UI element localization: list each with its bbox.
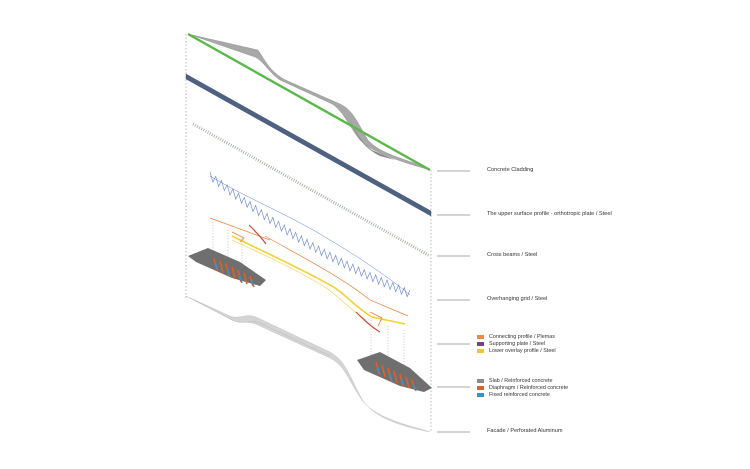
legend-label: Supporting plate / Steel (489, 341, 546, 347)
label-facade: Facade / Perforated Aluminum (487, 428, 563, 434)
legend-item-fixed-concrete: Fixed reinforced concrete (477, 392, 550, 398)
legend-label: Diaphragm / Reinforced concrete (489, 385, 569, 391)
label-concrete-cladding: Concrete Cladding (487, 167, 534, 173)
label-overhanging-grid: Overhanging grid / Steel (487, 296, 548, 302)
label-cross-beams: Cross beams / Steel (487, 252, 538, 258)
legend-item-slab: Slab / Reinforced concrete (477, 378, 553, 384)
overhanging-grid-layer (209, 171, 411, 298)
swatch-fixed-concrete (477, 393, 484, 397)
swatch-slab (477, 379, 484, 383)
upper-surface-layer (185, 73, 432, 217)
legend-item-connecting-profile: Connecting profile / Plemas (477, 334, 555, 340)
label-upper-surface: The upper surface profile - orthotropic … (487, 211, 612, 217)
swatch-supporting-plate (477, 342, 484, 346)
swatch-connecting-profile (477, 335, 484, 339)
concrete-blocks-layer (188, 248, 432, 392)
legend-item-supporting-plate: Supporting plate / Steel (477, 341, 545, 347)
concrete-cladding-layer (187, 32, 431, 172)
swatch-diaphragm (477, 386, 484, 390)
leader-lines (437, 170, 470, 433)
legend-label: Slab / Reinforced concrete (489, 378, 553, 384)
legend-item-lower-overlay: Lower overlay profile / Steel (477, 348, 556, 354)
cross-beams-layer (192, 122, 431, 258)
legend-item-diaphragm: Diaphragm / Reinforced concrete (477, 385, 568, 391)
legend-label: Fixed reinforced concrete (489, 392, 550, 398)
swatch-lower-overlay (477, 349, 484, 353)
steel-assembly-layer (209, 217, 409, 372)
legend-label: Lower overlay profile / Steel (489, 348, 556, 354)
facade-layer (185, 295, 431, 433)
legend-label: Connecting profile / Plemas (489, 334, 555, 340)
